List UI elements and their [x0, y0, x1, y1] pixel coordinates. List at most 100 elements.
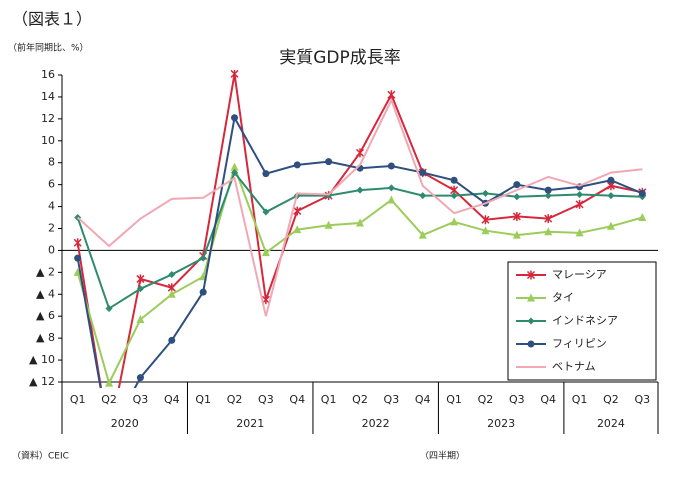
x-tick-label: Q2	[352, 393, 368, 406]
plot	[73, 70, 647, 442]
y-tick-label: ▲ 10	[29, 353, 55, 366]
x-tick-label: Q4	[540, 393, 556, 406]
x-tick-label: Q2	[603, 393, 619, 406]
y-tick-label: 16	[41, 68, 55, 81]
marker	[575, 228, 584, 237]
legend-label: フィリピン	[552, 337, 607, 350]
y-tick-label: 10	[41, 134, 55, 147]
y-axis-label: （前年同期比、%）	[8, 42, 89, 54]
year-label: 2022	[362, 417, 390, 430]
marker	[387, 90, 396, 100]
marker	[356, 218, 364, 227]
marker	[481, 226, 490, 235]
marker	[606, 221, 615, 230]
marker	[419, 169, 427, 177]
marker	[527, 293, 535, 302]
marker	[481, 189, 489, 197]
marker	[513, 181, 521, 189]
marker	[199, 254, 207, 262]
x-tick-label: Q3	[133, 393, 149, 406]
marker	[387, 195, 396, 204]
marker	[418, 230, 427, 239]
frequency-note: （四半期）	[420, 450, 465, 462]
source: （資料）CEIC	[12, 450, 69, 462]
legend-label: タイ	[552, 291, 574, 304]
marker	[513, 193, 521, 201]
marker	[355, 148, 365, 158]
year-label: 2024	[597, 417, 625, 430]
marker	[167, 289, 176, 298]
marker	[136, 374, 144, 382]
marker	[231, 169, 239, 177]
series-line	[76, 73, 643, 388]
marker	[526, 270, 536, 280]
marker	[481, 215, 490, 225]
chart-title: 実質GDP成長率	[279, 48, 401, 68]
marker	[387, 184, 395, 192]
marker	[450, 192, 458, 200]
marker	[231, 114, 239, 122]
x-tick-label: Q1	[195, 393, 211, 406]
y-tick-label: ▲ 8	[36, 331, 55, 344]
y-tick-label: ▲ 6	[36, 309, 55, 322]
legend-label: マレーシア	[552, 268, 607, 281]
legend-label: インドネシア	[552, 314, 618, 327]
legend-label: ベトナム	[552, 360, 596, 373]
marker	[74, 254, 82, 262]
y-tick-label: 8	[48, 156, 55, 169]
marker	[168, 336, 176, 344]
marker	[168, 271, 176, 279]
marker	[527, 340, 535, 348]
marker	[105, 305, 113, 313]
marker	[106, 432, 113, 439]
marker	[136, 315, 145, 324]
y-tick-label: 0	[48, 243, 55, 256]
marker	[450, 176, 458, 184]
marker	[293, 206, 302, 216]
marker	[262, 208, 270, 216]
marker	[261, 248, 270, 257]
x-tick-label: Q4	[164, 393, 180, 406]
y-tick-label: 2	[48, 222, 55, 235]
year-label: 2021	[236, 417, 264, 430]
x-tick-label: Q3	[258, 393, 274, 406]
marker	[73, 238, 82, 248]
marker	[230, 70, 239, 79]
x-tick-label: Q3	[634, 393, 650, 406]
x-tick-label: Q1	[70, 393, 86, 406]
marker	[607, 192, 615, 200]
x-tick-label: Q2	[227, 393, 243, 406]
marker	[544, 227, 553, 236]
marker	[293, 161, 301, 169]
marker	[356, 186, 364, 194]
x-tick-label: Q1	[321, 393, 337, 406]
marker	[293, 225, 302, 234]
x-tick-label: Q4	[415, 393, 431, 406]
marker	[512, 211, 521, 221]
marker	[544, 192, 552, 200]
marker	[105, 378, 114, 387]
year-label: 2020	[111, 417, 139, 430]
marker	[136, 274, 145, 284]
marker	[450, 217, 459, 226]
marker	[106, 433, 113, 442]
marker	[544, 214, 553, 224]
series-line	[77, 97, 643, 317]
y-tick-label: 6	[48, 178, 55, 191]
figure-header: （図表１）	[12, 10, 92, 29]
x-tick-label: Q2	[478, 393, 494, 406]
y-tick-label: ▲ 12	[29, 375, 55, 388]
marker	[230, 162, 239, 171]
marker	[512, 230, 521, 239]
marker	[607, 176, 615, 184]
marker	[325, 158, 333, 166]
x-tick-label: Q4	[289, 393, 305, 406]
year-label: 2023	[487, 417, 515, 430]
marker	[199, 288, 207, 296]
x-tick-label: Q1	[446, 393, 462, 406]
y-tick-label: 12	[41, 112, 55, 125]
x-tick-label: Q2	[101, 393, 117, 406]
marker	[387, 162, 395, 170]
marker	[419, 192, 427, 200]
marker	[544, 186, 552, 194]
